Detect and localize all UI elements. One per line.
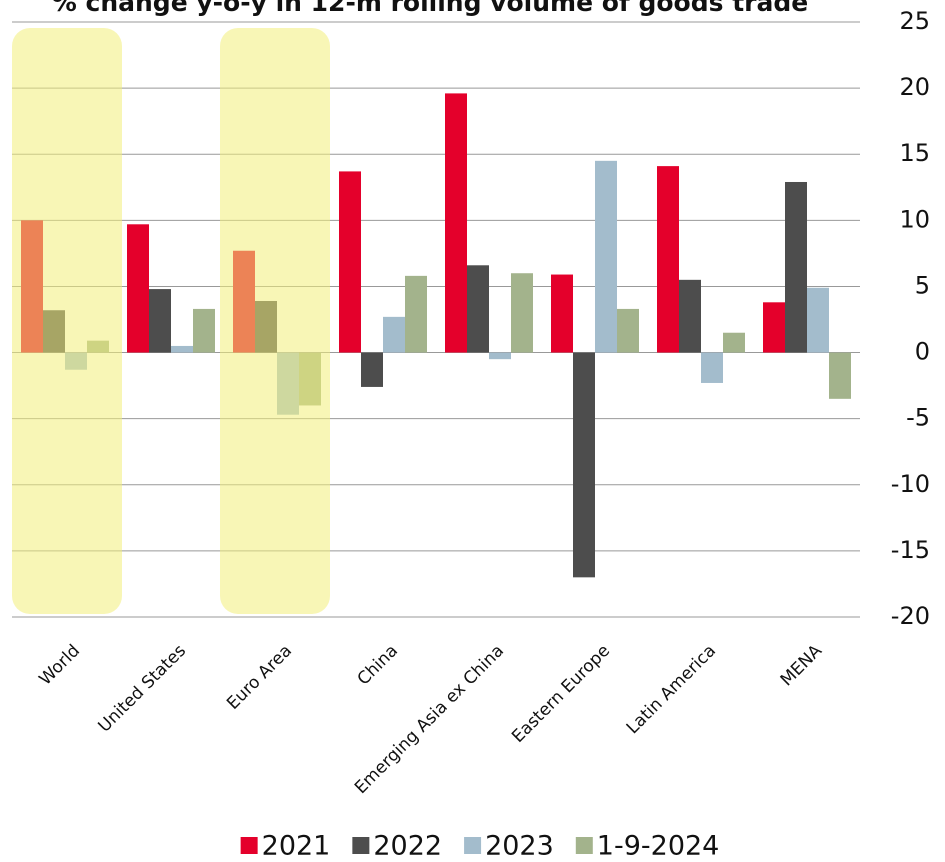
legend-label: 2023 (485, 831, 554, 862)
bar (573, 352, 595, 578)
y-tick-label: -5 (906, 404, 930, 432)
legend-swatch (575, 837, 593, 854)
legend-item: 1-9-2024 (575, 831, 720, 862)
bar (193, 308, 215, 353)
bar (339, 171, 361, 353)
bar (551, 274, 573, 353)
y-tick-label: -20 (891, 602, 930, 630)
bar (149, 289, 171, 353)
y-tick-label: 25 (899, 7, 930, 35)
highlight (12, 28, 122, 614)
x-tick-label: Latin America (623, 641, 720, 738)
y-tick-label: -10 (891, 470, 930, 498)
bar (511, 273, 533, 353)
legend-swatch (464, 837, 482, 854)
bar (405, 275, 427, 353)
legend-label: 2022 (373, 831, 442, 862)
y-tick-label: 5 (915, 271, 930, 299)
y-tick-label: 0 (915, 338, 930, 366)
x-tick-label: MENA (777, 641, 827, 691)
bar (723, 332, 745, 353)
bar (679, 279, 701, 353)
bars (21, 93, 851, 578)
x-tick-label: Eastern Europe (508, 641, 614, 747)
legend-item: 2022 (352, 831, 442, 862)
bar (763, 302, 785, 353)
legend-label: 2021 (262, 831, 331, 862)
legend-item: 2023 (464, 831, 554, 862)
bar (595, 160, 617, 353)
chart-title: % change y-o-y in 12-m rolling volume of… (52, 0, 808, 17)
bar (171, 345, 193, 353)
x-tick-label: United States (95, 641, 191, 737)
legend-swatch (352, 837, 370, 854)
x-tick-label: Euro Area (223, 641, 296, 714)
bar (785, 181, 807, 353)
legend-swatch (240, 837, 258, 854)
y-tick-label: 10 (899, 205, 930, 233)
bar (829, 352, 851, 399)
x-tick-label: China (354, 641, 402, 689)
bar (445, 93, 467, 353)
x-tick-label: World (35, 641, 84, 690)
y-tick-label: 20 (899, 73, 930, 101)
bar (361, 352, 383, 387)
y-tick-label: 15 (899, 139, 930, 167)
bar (467, 265, 489, 353)
bar (701, 352, 723, 383)
legend-label: 1-9-2024 (597, 831, 720, 862)
bar (127, 224, 149, 353)
bar (489, 352, 511, 360)
bar (383, 316, 405, 353)
labels: 25 20 15 10 5 0 -5 -10 -15 -20 World United States E… (35, 7, 930, 798)
legend-item: 2021 (240, 831, 331, 862)
bar (807, 287, 829, 353)
highlight (220, 28, 330, 614)
bar (657, 166, 679, 353)
y-tick-label: -15 (891, 536, 930, 564)
bar (617, 308, 639, 353)
